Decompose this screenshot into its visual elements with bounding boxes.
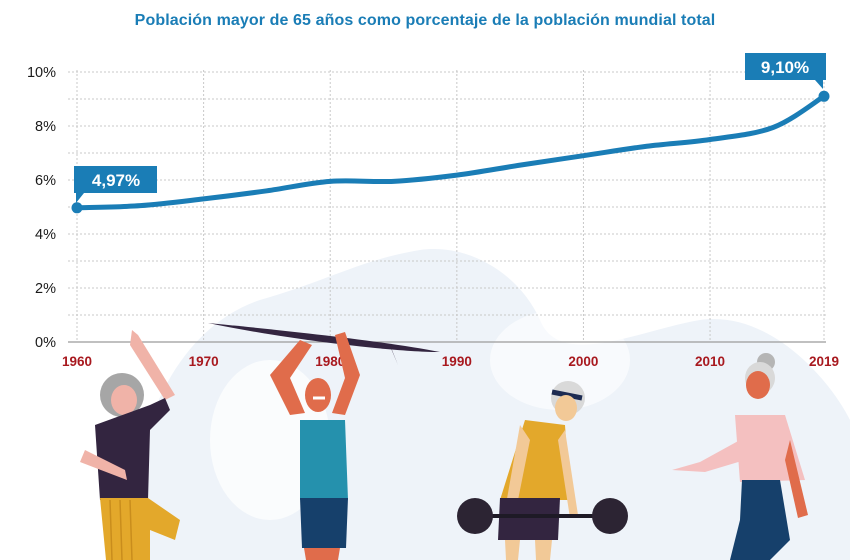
grid-lines (68, 70, 826, 342)
y-tick-label: 2% (35, 281, 56, 297)
x-tick-label: 1960 (62, 354, 92, 369)
start-point-marker (71, 202, 83, 214)
x-tick-label: 1980 (315, 354, 345, 369)
callout-end: 9,10% (745, 53, 826, 89)
x-tick-label: 1990 (442, 354, 472, 369)
chart-title: Población mayor de 65 años como porcenta… (134, 12, 716, 29)
x-tick-label: 2019 (809, 354, 839, 369)
y-tick-label: 4% (35, 227, 56, 243)
y-axis-ticks: 0% 2% 4% 6% 8% 10% (27, 65, 56, 351)
x-tick-label: 1970 (189, 354, 219, 369)
y-tick-label: 10% (27, 65, 56, 81)
y-tick-label: 6% (35, 173, 56, 189)
callout-end-label: 9,10% (761, 58, 809, 77)
y-tick-label: 0% (35, 335, 56, 351)
illustration-man-surfboard (208, 323, 440, 560)
illustration-man-barbell (457, 381, 628, 560)
end-point-marker (818, 90, 830, 102)
callout-start-label: 4,97% (92, 171, 140, 190)
x-axis-ticks: 1960 1970 1980 1990 2000 2010 2019 (62, 354, 839, 369)
x-tick-label: 2000 (568, 354, 598, 369)
illustration-woman-yoga (80, 330, 180, 560)
x-tick-label: 2010 (695, 354, 725, 369)
illustration-woman-dancing (672, 353, 808, 560)
data-line (74, 93, 827, 211)
y-tick-label: 8% (35, 119, 56, 135)
callout-start: 4,97% (74, 166, 157, 203)
